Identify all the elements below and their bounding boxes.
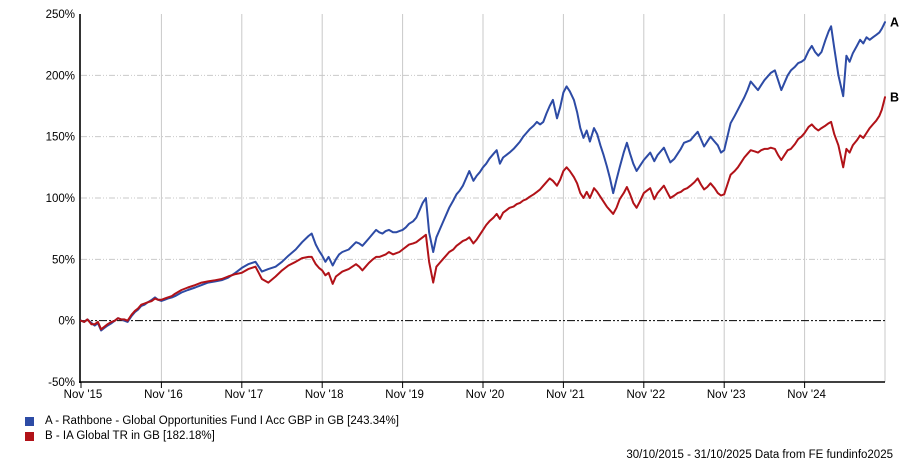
- y-axis-tick-label: 200%: [46, 70, 75, 82]
- series-b-color-swatch: [25, 431, 34, 441]
- series-b-line: [80, 96, 886, 331]
- y-axis-tick-label: 250%: [46, 9, 75, 21]
- y-axis-tick-label: 100%: [46, 193, 75, 205]
- legend-item-series-b: B - IA Global TR in GB [182.18%]: [25, 429, 399, 443]
- y-axis-tick-label: 150%: [46, 132, 75, 144]
- x-axis-tick-label: Nov '15: [64, 389, 103, 401]
- y-axis-tick-label: 0%: [58, 316, 75, 328]
- series-b-end-label: B: [890, 91, 899, 105]
- date-range-source-note: 30/10/2015 - 31/10/2025 Data from FE fun…: [626, 449, 893, 461]
- x-axis-tick-label: Nov '19: [385, 389, 424, 401]
- y-axis-tick-label: -50%: [48, 377, 75, 389]
- legend-item-series-a: A - Rathbone - Global Opportunities Fund…: [25, 414, 399, 428]
- x-axis-tick-label: Nov '23: [707, 389, 746, 401]
- x-axis-tick-label: Nov '22: [626, 389, 665, 401]
- y-axis-tick-label: 50%: [52, 254, 75, 266]
- series-a-legend-label: A - Rathbone - Global Opportunities Fund…: [45, 415, 399, 427]
- x-axis-tick-label: Nov '17: [224, 389, 263, 401]
- x-axis-tick-label: Nov '16: [144, 389, 183, 401]
- x-axis-tick-label: Nov '18: [305, 389, 344, 401]
- x-axis-tick-label: Nov '20: [466, 389, 505, 401]
- series-a-color-swatch: [25, 416, 34, 426]
- series-b-legend-label: B - IA Global TR in GB [182.18%]: [45, 430, 215, 442]
- performance-line-chart: -50% 0% 50% 100% 150% 200% 250% Nov '15 Nov '16 N…: [46, 9, 899, 401]
- chart-legend: A - Rathbone - Global Opportunities Fund…: [25, 414, 399, 444]
- x-axis-tick-label: Nov '24: [787, 389, 826, 401]
- x-axis-tick-label: Nov '21: [546, 389, 585, 401]
- series-a-end-label: A: [890, 16, 899, 30]
